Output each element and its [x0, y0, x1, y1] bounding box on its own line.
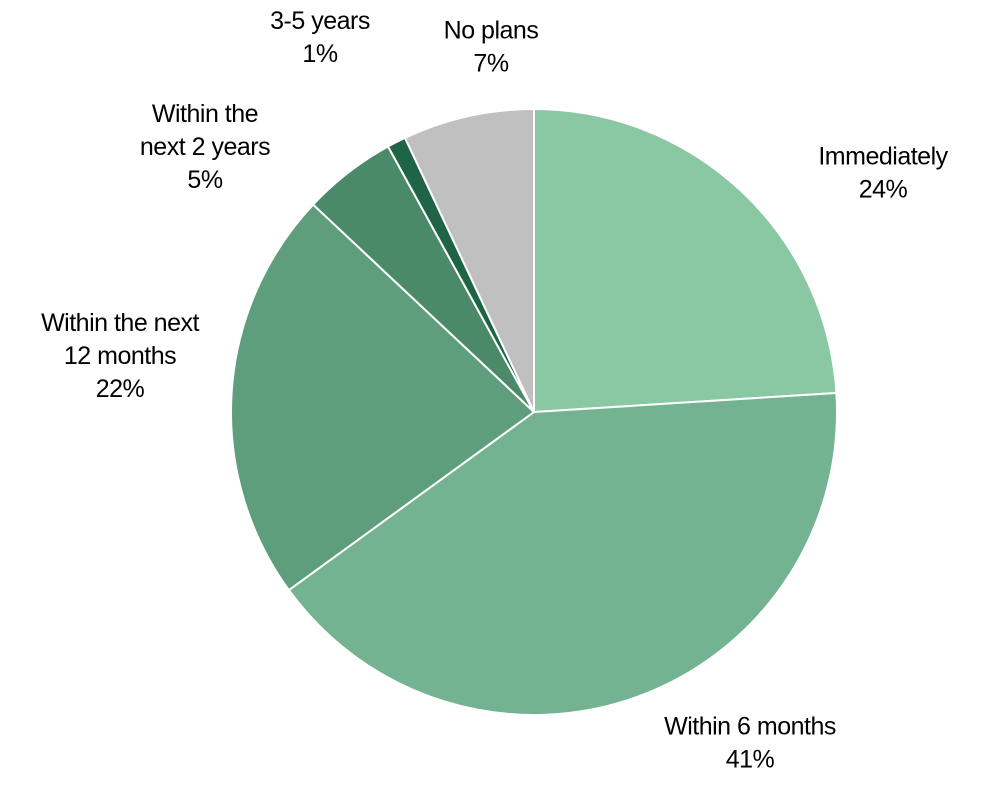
- pie-slices: [231, 109, 837, 715]
- slice-name-label: Within the: [152, 100, 258, 128]
- slice-name-label: Within the next: [41, 309, 199, 337]
- slice-label: Immediately 24%: [818, 143, 948, 204]
- slice-label: Within 6 months 41%: [664, 713, 836, 774]
- slice-name-label: next 2 years: [140, 133, 270, 161]
- slice-value-label: 1%: [302, 40, 337, 68]
- slice-name-label: No plans: [444, 17, 539, 45]
- slice-name-label: Within 6 months: [664, 713, 836, 741]
- slice-label: Within the next 3-5 years 1%: [241, 0, 399, 68]
- slice-label: Within the next 12 months 22%: [41, 309, 199, 403]
- slice-value-label: 5%: [187, 166, 222, 194]
- slice-name-label: 12 months: [64, 342, 176, 370]
- slice-name-label: 3-5 years: [270, 7, 370, 35]
- slice-label: Within the next 2 years 5%: [140, 100, 270, 194]
- slice-value-label: 24%: [859, 176, 908, 204]
- slice-label: No plans 7%: [444, 17, 539, 78]
- pie-slice: [534, 109, 836, 412]
- slice-value-label: 7%: [473, 50, 508, 78]
- slice-value-label: 41%: [726, 746, 775, 774]
- slice-value-label: 22%: [96, 375, 145, 403]
- slice-name-label: Immediately: [818, 143, 948, 171]
- slice-name-label: Within the next: [241, 0, 399, 2]
